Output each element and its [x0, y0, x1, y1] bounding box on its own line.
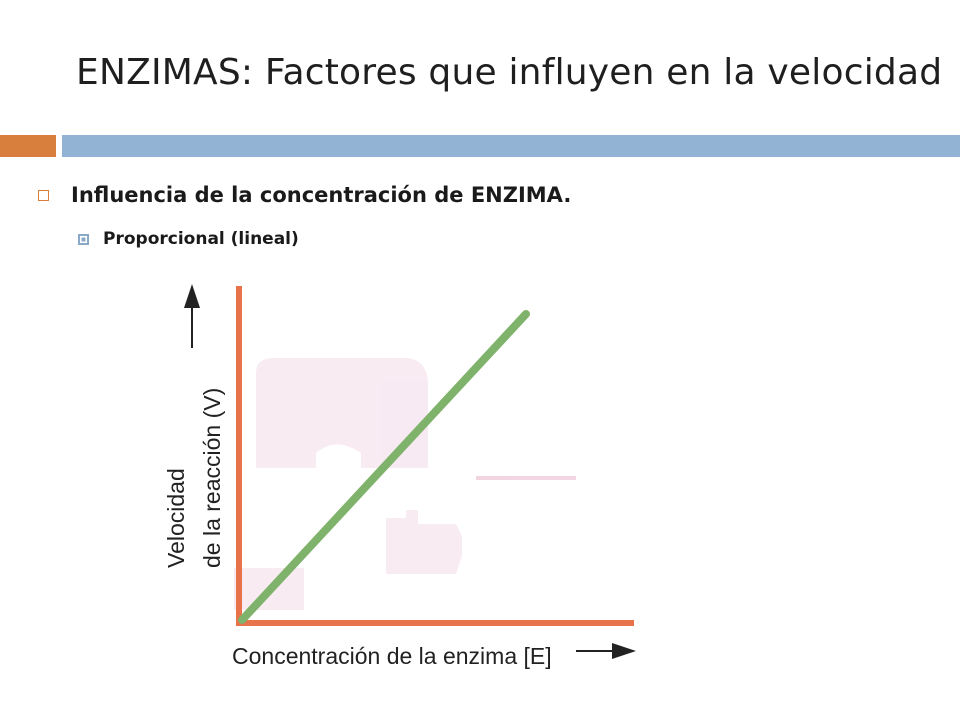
hollow-square-bullet-icon: [38, 189, 49, 201]
y-arrow-icon: [184, 284, 200, 348]
bullet-level-1-text: Influencia de la concentración de ENZIMA…: [71, 183, 572, 207]
background-enzyme-illustration: [234, 358, 576, 610]
title-divider-bar: [62, 135, 960, 157]
bullet-level-1: Influencia de la concentración de ENZIMA…: [38, 180, 571, 210]
x-axis-label: Concentración de la enzima [E]: [232, 643, 552, 669]
enzyme-concentration-figure: Velocidad de la reacción (V) Concentraci…: [156, 278, 644, 674]
filled-square-bullet-icon: [78, 233, 89, 245]
slide-title: ENZIMAS: Factores que influyen en la vel…: [76, 52, 943, 93]
figure-svg: Velocidad de la reacción (V) Concentraci…: [163, 284, 636, 669]
linear-velocity-line: [238, 310, 530, 624]
x-arrow-icon: [576, 643, 636, 659]
title-accent-bar: [0, 135, 56, 157]
bullet-level-2: Proporcional (lineal): [78, 226, 299, 252]
y-axis-label-line1: Velocidad: [163, 468, 189, 568]
bullet-level-2-text: Proporcional (lineal): [103, 229, 299, 249]
enzyme-shape-icon: [256, 358, 428, 468]
enzyme-fragment-icon: [386, 510, 462, 574]
y-axis-label-line2: de la reacción (V): [199, 388, 225, 568]
